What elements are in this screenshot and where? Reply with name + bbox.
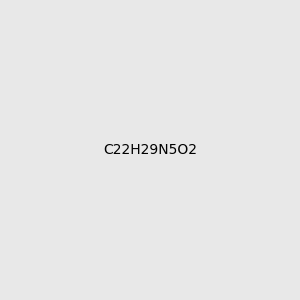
Text: C22H29N5O2: C22H29N5O2 (103, 143, 197, 157)
